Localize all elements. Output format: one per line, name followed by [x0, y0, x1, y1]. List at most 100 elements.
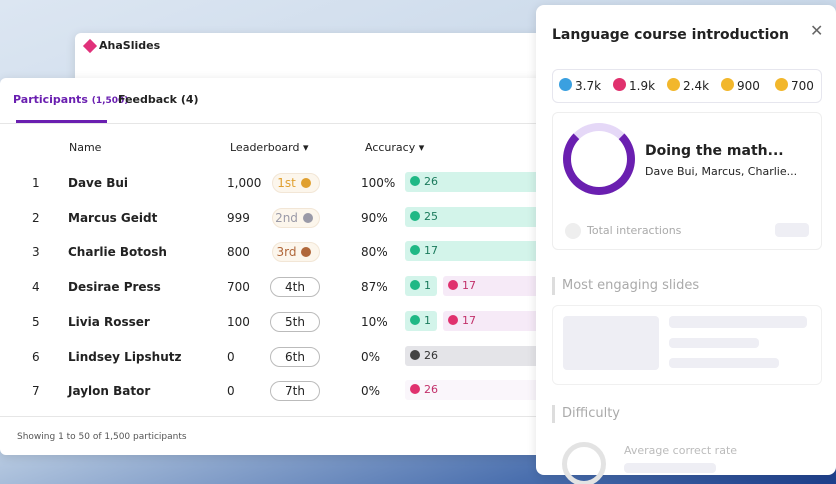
rank: 6: [32, 349, 40, 364]
accuracy: 100%: [361, 176, 396, 190]
reaction-count: 2.4k: [683, 79, 710, 93]
score: 800: [227, 245, 250, 260]
reaction-count: 900: [737, 79, 760, 93]
check-icon: [410, 176, 420, 186]
reaction-icon: [721, 78, 734, 91]
reaction-count: 3.7k: [575, 79, 602, 93]
reaction: 1.9k: [613, 78, 655, 93]
medal-icon: [300, 178, 311, 188]
participant-name: Livia Rosser: [68, 314, 150, 329]
place-badge: 1st: [272, 173, 320, 193]
section-title: Difficulty: [562, 406, 620, 421]
brand: AhaSlides: [99, 39, 161, 52]
place: 6th: [285, 349, 305, 364]
count: 26: [424, 175, 438, 188]
main-card: Participants (1,500) Feedback (4) Name L…: [0, 78, 548, 455]
slides-card: [552, 305, 822, 385]
average-label: Average correct rate: [624, 444, 738, 457]
placeholder: [775, 223, 809, 237]
place: 2nd: [275, 210, 298, 225]
check-icon: [410, 245, 420, 256]
wrong-bar: 17: [443, 276, 548, 297]
header-label: Leaderboard: [230, 141, 300, 154]
rank: 1: [32, 176, 40, 190]
place: 7th: [285, 384, 305, 399]
place-badge: 2nd: [272, 207, 320, 228]
progress-names: Dave Bui, Marcus, Charlie...: [645, 165, 798, 178]
column-header: Name: [69, 141, 102, 154]
reaction-icon: [667, 78, 680, 91]
reaction-count: 1.9k: [629, 79, 656, 93]
score: 0: [227, 384, 235, 399]
progress-title: Doing the math...: [645, 143, 784, 159]
skipped-bar: 26: [405, 345, 548, 366]
close-button[interactable]: ✕: [810, 21, 824, 40]
placeholder: [563, 316, 659, 370]
count: 25: [424, 209, 438, 223]
place: 1st: [277, 176, 296, 190]
divider: [0, 416, 548, 417]
rank: 7: [32, 384, 40, 399]
score: 0: [227, 349, 235, 364]
correct-bar: 17: [405, 241, 548, 262]
correct-bar: 25: [405, 206, 548, 227]
panel-title: Language course introduction: [552, 27, 789, 43]
placeholder: [669, 316, 807, 328]
logo: [82, 38, 98, 54]
accuracy: 0%: [361, 349, 381, 364]
participant-name: Charlie Botosh: [68, 245, 167, 260]
place: 4th: [285, 280, 305, 295]
count: 17: [462, 313, 476, 327]
progress-card: Doing the math... Dave Bui, Marcus, Char…: [552, 112, 822, 250]
tab-underline: [16, 120, 107, 123]
count: 17: [462, 279, 476, 293]
correct-bar: 26: [405, 172, 548, 192]
place-badge: 5th: [270, 311, 320, 332]
score: 100: [227, 314, 250, 329]
placeholder: [624, 463, 716, 473]
side-panel: Language course introduction ✕ 3.7k 1.9k 2…: [536, 5, 836, 484]
participant-name: Marcus Geidt: [68, 210, 158, 225]
reaction: 3.7k: [559, 78, 601, 93]
reaction-count: 700: [791, 79, 814, 93]
reaction: 2.4k: [667, 78, 709, 93]
donut: [563, 123, 635, 195]
accuracy: 0%: [361, 384, 381, 399]
column-header[interactable]: Leaderboard ▾: [230, 141, 309, 154]
tab-label: Participants: [13, 93, 88, 106]
accuracy: 10%: [361, 314, 388, 329]
score: 999: [227, 210, 250, 225]
count: 17: [424, 244, 438, 258]
header-label: Accuracy: [365, 141, 416, 154]
correct-bar: 1: [405, 310, 437, 331]
reaction-icon: [775, 78, 788, 91]
icon: [565, 223, 581, 239]
cross-icon: [448, 314, 458, 325]
participant-name: Dave Bui: [68, 176, 128, 190]
wrong-bar: 17: [443, 310, 548, 331]
cross-icon: [410, 384, 420, 395]
column-header[interactable]: Accuracy ▾: [365, 141, 425, 154]
medal-icon: [301, 247, 312, 258]
count: 26: [424, 348, 438, 362]
score: 1,000: [227, 176, 262, 190]
score: 700: [227, 280, 250, 295]
tab[interactable]: Feedback (4): [118, 93, 199, 106]
info-icon: [410, 349, 420, 360]
cross-icon: [448, 280, 458, 291]
total-label: Total interactions: [587, 224, 682, 237]
tab[interactable]: Participants (1,500): [13, 93, 128, 106]
place-badge: 7th: [270, 381, 320, 402]
footer-text: Showing 1 to 50 of 1,500 participants: [17, 432, 187, 442]
medal-icon: [302, 212, 313, 223]
tab-count: (1,500): [91, 96, 129, 106]
wrong-bar: 26: [405, 380, 548, 401]
place: 5th: [285, 314, 305, 329]
gauge: [562, 442, 606, 484]
placeholder: [669, 338, 759, 348]
place-badge: 3rd: [272, 242, 320, 263]
correct-bar: 1: [405, 276, 437, 297]
check-icon: [410, 314, 420, 325]
place-badge: 4th: [270, 277, 320, 298]
